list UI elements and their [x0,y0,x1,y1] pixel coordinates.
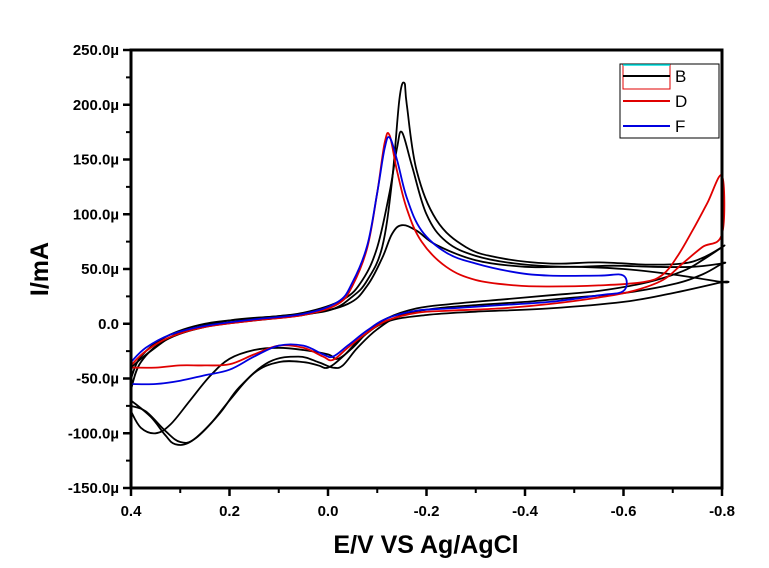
x-tick-label: 0.0 [318,503,339,520]
x-tick-label: -0.8 [709,503,735,520]
series-line-f [130,136,628,386]
series-line-d [130,132,726,369]
series-line-b-cycle2 [130,130,727,444]
y-tick-label: 200.0µ [73,97,119,114]
y-tick-label: -100.0µ [68,425,119,442]
y-tick-label: 100.0µ [73,206,119,223]
y-tick-label: 50.0µ [81,261,119,278]
x-tick-label: -0.4 [512,503,539,520]
y-tick-label: 0.0 [98,316,119,333]
legend-label-f: F [675,117,685,136]
y-tick-label: 250.0µ [73,42,119,59]
legend-label-d: D [675,92,687,111]
x-axis-ticks: 0.4 0.2 0.0 -0.2 -0.4 -0.6 -0.8 [121,488,735,520]
legend-label-b: B [675,67,686,86]
legend: BDF [619,63,720,139]
y-axis-ticks: 250.0µ 200.0µ 150.0µ 100.0µ 50.0µ 0.0 -50.0µ -1… [68,42,131,497]
x-tick-label: -0.6 [611,503,637,520]
series-line-b-cycle3 [130,224,730,446]
y-tick-label: -150.0µ [68,480,119,497]
x-axis-title: E/V VS Ag/AgCl [333,531,518,559]
y-tick-label: 150.0µ [73,152,119,169]
x-tick-label: 0.2 [219,503,240,520]
x-tick-label: -0.2 [414,503,440,520]
x-tick-label: 0.4 [121,503,143,520]
y-axis-title: I/mA [26,242,54,296]
y-tick-label: -50.0µ [76,371,119,388]
